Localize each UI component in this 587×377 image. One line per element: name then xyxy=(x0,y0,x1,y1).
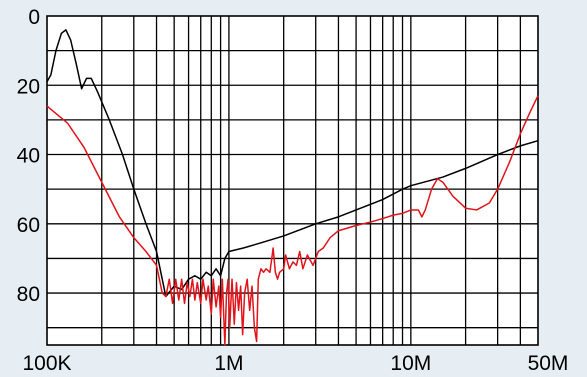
x-tick-label: 50M xyxy=(528,352,569,375)
y-tick-label: 60 xyxy=(17,214,40,237)
y-axis: 0 20 40 60 80 xyxy=(17,6,40,306)
x-tick-label: 10M xyxy=(390,352,431,375)
x-axis: 100K 1M 10M 50M xyxy=(22,352,568,375)
plot-frame xyxy=(46,15,539,346)
y-tick-label: 40 xyxy=(17,145,40,168)
y-tick-label: 20 xyxy=(17,75,40,98)
x-tick-label: 100K xyxy=(22,352,71,375)
grid xyxy=(47,16,538,345)
series-line-1 xyxy=(46,29,539,298)
y-tick-label: 80 xyxy=(17,283,40,306)
series-layer xyxy=(46,29,539,346)
y-tick-label: 0 xyxy=(28,6,40,29)
x-tick-label: 1M xyxy=(214,352,243,375)
series-line-2 xyxy=(46,95,539,346)
